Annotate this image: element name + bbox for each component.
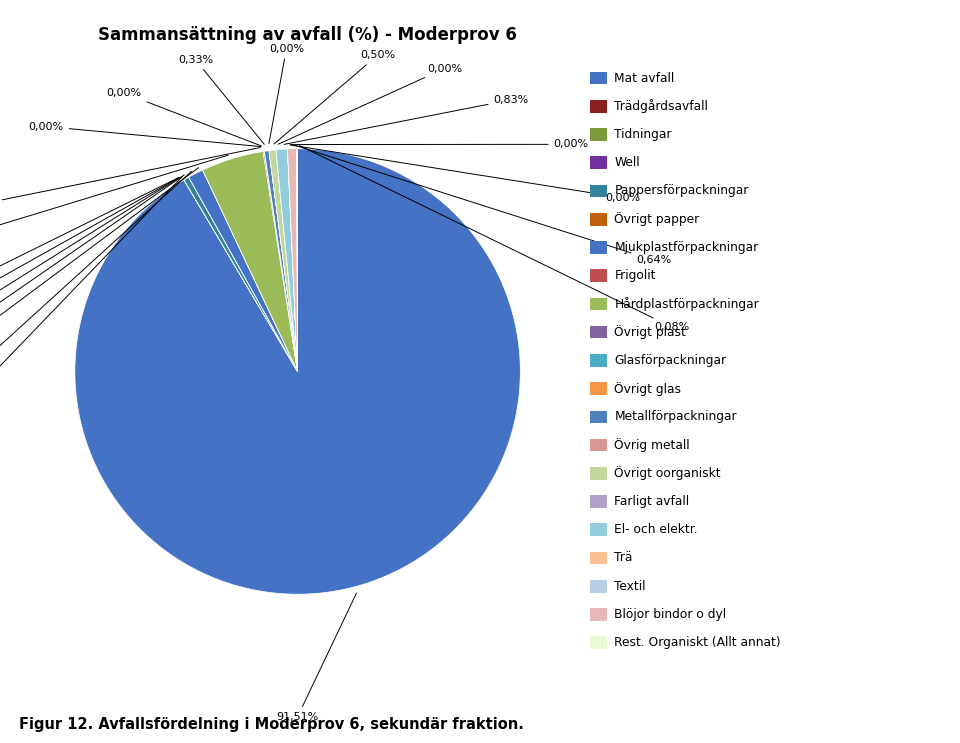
Text: Mat avfall: Mat avfall	[614, 71, 675, 85]
Text: 1,12%: 1,12%	[0, 172, 192, 410]
Wedge shape	[297, 149, 298, 372]
Text: Mjukplastförpackningar: Mjukplastförpackningar	[614, 241, 758, 254]
Text: 0,33%: 0,33%	[178, 55, 264, 144]
Wedge shape	[203, 152, 298, 372]
Text: Pappersförpackningar: Pappersförpackningar	[614, 184, 749, 198]
Text: Rest. Organiskt (Allt annat): Rest. Organiskt (Allt annat)	[614, 636, 781, 649]
Text: 0,00%: 0,00%	[290, 140, 588, 149]
Text: 0,83%: 0,83%	[284, 95, 529, 144]
Wedge shape	[276, 149, 298, 372]
Wedge shape	[276, 150, 298, 372]
Text: 0,39%: 0,39%	[0, 177, 182, 439]
Text: Trä: Trä	[614, 551, 633, 565]
Wedge shape	[184, 180, 298, 372]
Wedge shape	[264, 152, 298, 372]
Text: Farligt avfall: Farligt avfall	[614, 495, 689, 508]
Text: 0,00%: 0,00%	[0, 178, 180, 332]
Text: Hårdplastförpackningar: Hårdplastförpackningar	[614, 297, 759, 311]
Text: 0,00%: 0,00%	[290, 145, 640, 203]
Text: 0,00%: 0,00%	[29, 122, 261, 146]
Wedge shape	[75, 149, 520, 594]
Text: Övrigt glas: Övrigt glas	[614, 382, 682, 395]
Wedge shape	[288, 149, 298, 372]
Text: El- och elektr.: El- och elektr.	[614, 523, 698, 536]
Text: Blöjor bindor o dyl: Blöjor bindor o dyl	[614, 608, 727, 621]
Text: 0,00%: 0,00%	[0, 168, 199, 386]
Wedge shape	[288, 149, 298, 372]
Wedge shape	[269, 151, 298, 372]
Text: 0,00%: 0,00%	[0, 178, 180, 350]
Text: 0,50%: 0,50%	[274, 51, 396, 144]
Text: Figur 12. Avfallsfördelning i Moderprov 6, sekundär fraktion.: Figur 12. Avfallsfördelning i Moderprov …	[19, 717, 524, 732]
Text: 91,51%: 91,51%	[276, 593, 356, 721]
Text: 0,08%: 0,08%	[300, 146, 689, 332]
Wedge shape	[184, 180, 298, 372]
Wedge shape	[184, 177, 298, 372]
Text: Övrig metall: Övrig metall	[614, 438, 690, 452]
Text: Glasförpackningar: Glasförpackningar	[614, 354, 727, 367]
Text: Frigolit: Frigolit	[614, 269, 656, 282]
Text: Övrigt papper: Övrigt papper	[614, 212, 700, 226]
Wedge shape	[264, 151, 298, 372]
Text: 0,00%: 0,00%	[278, 64, 462, 144]
Text: Sammansättning av avfall (%) - Moderprov 6: Sammansättning av avfall (%) - Moderprov…	[98, 26, 516, 44]
Wedge shape	[184, 180, 298, 372]
Text: 0,64%: 0,64%	[295, 145, 671, 265]
Text: 0,00%: 0,00%	[269, 44, 304, 143]
Text: 0,00%: 0,00%	[0, 175, 184, 368]
Text: 0,00%: 0,00%	[107, 88, 261, 146]
Wedge shape	[203, 170, 298, 372]
Wedge shape	[189, 170, 298, 372]
Text: 4,53%: 4,53%	[0, 155, 228, 243]
Text: Textil: Textil	[614, 580, 646, 593]
Wedge shape	[264, 152, 298, 372]
Text: Trädgårdsavfall: Trädgårdsavfall	[614, 100, 708, 113]
Text: Tidningar: Tidningar	[614, 128, 672, 141]
Wedge shape	[288, 149, 298, 372]
Text: 0,10%: 0,10%	[0, 148, 260, 210]
Text: Övrigt oorganiskt: Övrigt oorganiskt	[614, 467, 721, 480]
Wedge shape	[189, 177, 298, 372]
Wedge shape	[263, 152, 298, 372]
Wedge shape	[269, 150, 298, 372]
Text: Övrigt plast: Övrigt plast	[614, 325, 686, 339]
Text: Metallförpackningar: Metallförpackningar	[614, 410, 737, 424]
Text: Well: Well	[614, 156, 640, 169]
Text: 0,00%: 0,00%	[0, 178, 180, 314]
